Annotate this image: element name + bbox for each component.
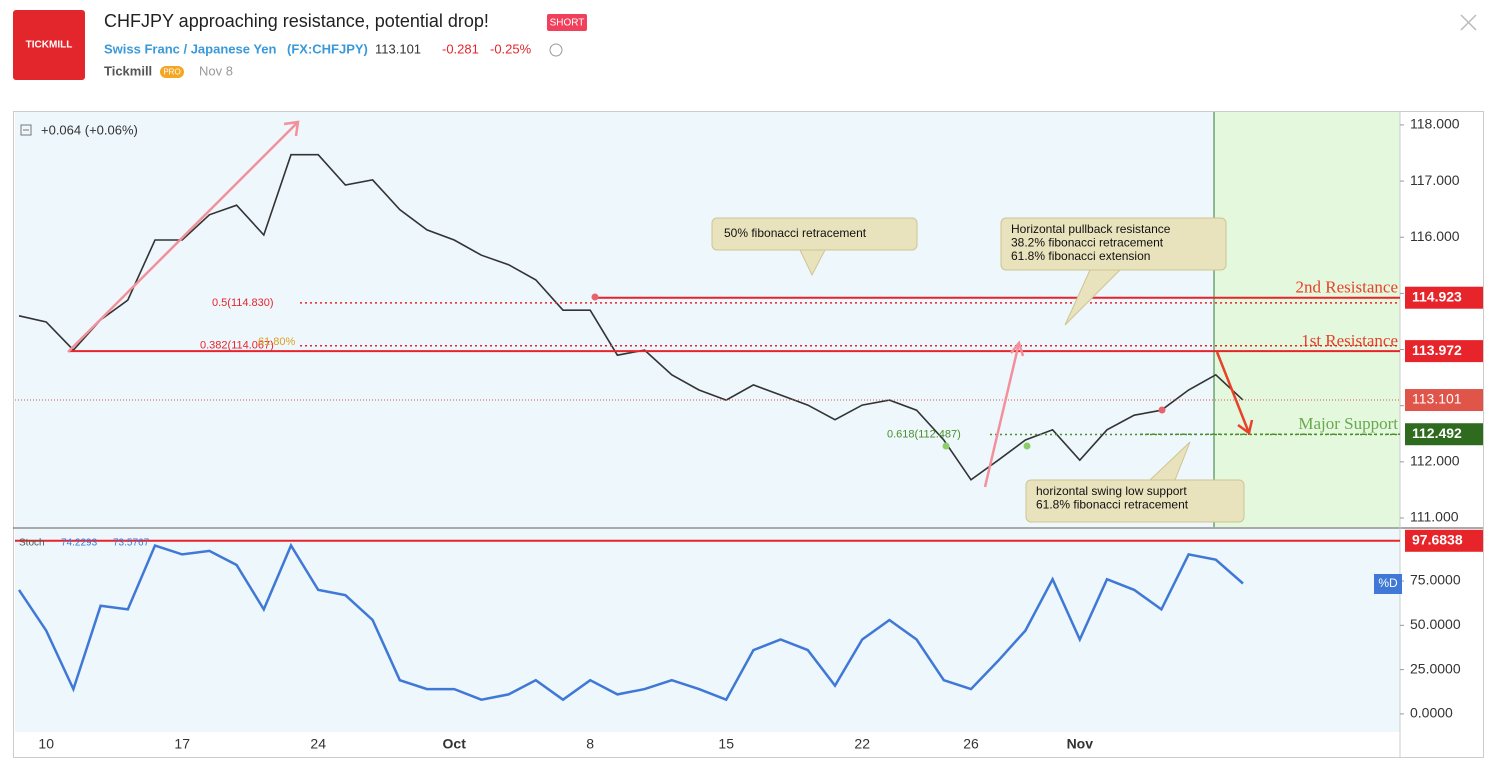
callout-text: 61.8% fibonacci extension — [1011, 249, 1150, 263]
price-legend: +0.064 (+0.06%) — [41, 122, 138, 137]
y-tick-label: 116.000 — [1410, 228, 1460, 244]
change-percent: -0.25% — [490, 41, 532, 56]
stoch-k: 74.2293 — [61, 538, 98, 549]
series-line — [18, 153, 1244, 481]
logo: TICKMILL — [26, 40, 73, 51]
level-name: Major Support — [1298, 414, 1398, 433]
y-tick-label: 118.000 — [1410, 116, 1460, 132]
price-label: 114.923 — [1412, 288, 1462, 304]
stoch-name: Stoch — [19, 538, 45, 549]
close-button[interactable] — [1460, 14, 1477, 31]
price-label: 113.972 — [1412, 342, 1462, 358]
y-tick-label: 0.0000 — [1410, 705, 1453, 721]
price-label: 97.6838 — [1412, 531, 1463, 547]
x-tick-label: 24 — [310, 736, 326, 752]
price-label-box — [1405, 423, 1483, 446]
pro-badge: PRO — [163, 68, 180, 77]
collapse-button[interactable] — [20, 124, 32, 136]
x-tick-label: 17 — [174, 736, 190, 752]
y-tick-label: 75.0000 — [1410, 572, 1461, 588]
arrow-up — [67, 120, 300, 353]
badge: SHORT — [550, 18, 585, 29]
change: -0.281 — [442, 41, 479, 56]
badge-box — [547, 14, 587, 31]
date: Nov 8 — [199, 63, 233, 78]
callout-text: 50% fibonacci retracement — [724, 226, 867, 240]
series-line — [17, 542, 1244, 702]
price-label: 112.492 — [1412, 425, 1462, 441]
pro-box — [160, 66, 184, 78]
callout-text: horizontal swing low support — [1036, 484, 1187, 498]
callout-text: 61.8% fibonacci retracement — [1036, 498, 1189, 512]
arrow-down — [1215, 351, 1254, 436]
marker — [942, 442, 950, 450]
y-tick-label: 50.0000 — [1410, 616, 1461, 632]
alert-icon[interactable] — [549, 43, 563, 57]
y-tick-label: 111.000 — [1410, 509, 1459, 525]
logo-box — [13, 10, 85, 80]
author[interactable]: Tickmill — [104, 63, 152, 78]
forecast-zone — [1214, 112, 1400, 527]
y-tick-label: 112.000 — [1410, 453, 1460, 469]
x-tick-label: 8 — [586, 736, 594, 752]
callout-text: 38.2% fibonacci retracement — [1011, 236, 1164, 250]
legend-label: %D — [1378, 576, 1398, 590]
x-tick-label: Oct — [443, 736, 467, 752]
y-tick-label: 25.0000 — [1410, 660, 1461, 676]
fib-label: 0.618(112.487) — [887, 428, 961, 440]
symbol[interactable]: Swiss Franc / Japanese Yen — [104, 41, 277, 56]
title: CHFJPY approaching resistance, potential… — [104, 11, 489, 31]
fib-label: 0.382(114.067) — [200, 340, 274, 352]
x-tick-label: 10 — [38, 736, 54, 752]
fib-note: 61.80% — [258, 336, 296, 348]
x-tick-label: 26 — [963, 736, 979, 752]
level-name: 2nd Resistance — [1296, 278, 1398, 297]
x-tick-label: 15 — [718, 736, 734, 752]
stoch-pane — [15, 529, 1400, 732]
price-label-box — [1405, 389, 1483, 412]
callout-text: Horizontal pullback resistance — [1011, 222, 1171, 236]
level-name: 1st Resistance — [1301, 331, 1398, 350]
x-tick-label: 22 — [854, 736, 870, 752]
callout-box — [711, 217, 918, 251]
ticker[interactable]: (FX:CHFJPY) — [287, 41, 368, 56]
price-label: 113.101 — [1412, 391, 1462, 407]
price-label-box — [1405, 529, 1483, 552]
legend-box — [1374, 574, 1402, 594]
marker — [1023, 442, 1031, 450]
price-pane — [15, 112, 1400, 527]
arrow-up — [983, 340, 1025, 488]
marker — [591, 293, 599, 301]
stoch-d: 73.5767 — [113, 538, 150, 549]
price: 113.101 — [375, 41, 421, 56]
drawings — [67, 120, 1254, 488]
callout-box — [1025, 479, 1245, 523]
price-label-box — [1405, 286, 1483, 309]
callout-box — [1000, 217, 1227, 271]
x-tick-label: Nov — [1067, 736, 1094, 752]
fib-label: 0.5(114.830) — [212, 297, 274, 309]
y-tick-label: 117.000 — [1410, 172, 1460, 188]
plot-layer: 111.000112.000113.000114.000115.000116.0… — [15, 116, 1483, 752]
price-label-box — [1405, 340, 1483, 363]
marker — [1158, 406, 1166, 414]
